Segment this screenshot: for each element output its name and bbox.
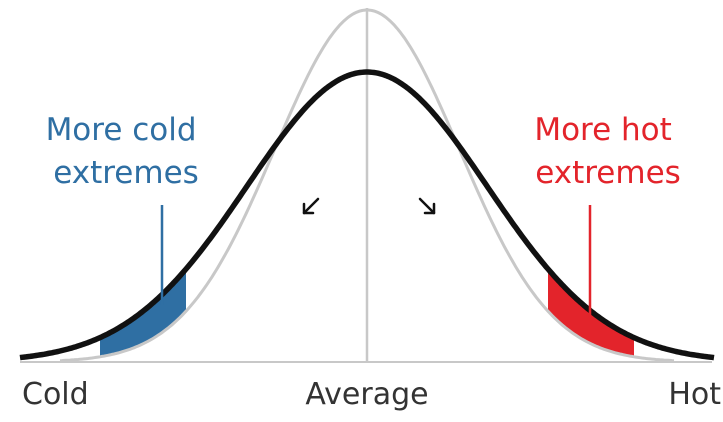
arrow-down-left-icon	[302, 197, 320, 215]
arrow-down-right-icon	[418, 197, 436, 215]
cold-extremes-label: More cold extremes	[46, 112, 207, 191]
cold-extremes-line2: extremes	[53, 155, 199, 191]
axis-label-hot: Hot	[668, 377, 721, 412]
cold-extremes-line1: More cold	[46, 112, 197, 148]
axis-label-cold: Cold	[22, 377, 89, 412]
hot-extremes-line1: More hot	[534, 112, 671, 148]
hot-extremes-label: More hot extremes	[534, 112, 681, 191]
axis-label-average: Average	[305, 377, 428, 412]
previous-distribution-curve	[59, 8, 675, 363]
current-distribution-curve	[19, 69, 715, 361]
hot-extremes-line2: extremes	[535, 155, 681, 191]
